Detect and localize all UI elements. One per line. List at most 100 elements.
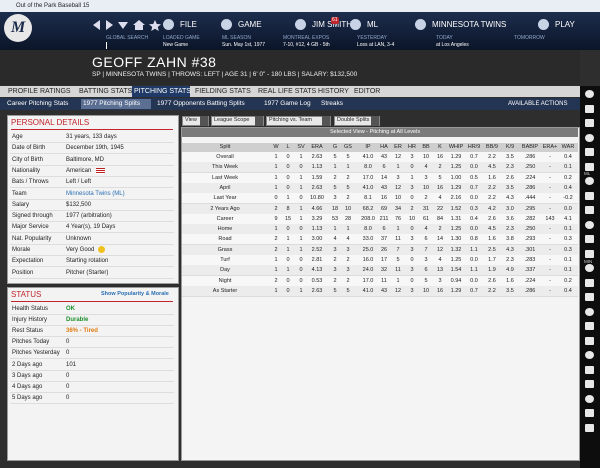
sidebar-icon[interactable] xyxy=(585,220,594,229)
table-cell: 0.0 xyxy=(564,205,572,212)
sidebar-icon[interactable] xyxy=(585,249,594,258)
dropdown[interactable] xyxy=(266,116,331,126)
sidebar-icon[interactable] xyxy=(585,264,594,272)
sidebar-icon[interactable] xyxy=(585,133,594,142)
sidebar-icon[interactable] xyxy=(585,394,594,403)
table-cell: - xyxy=(549,277,551,284)
table-cell: 1.31 xyxy=(450,215,462,222)
status-link[interactable]: Show Popularity & Morale xyxy=(101,291,169,297)
tab-label[interactable]: RATINGS xyxy=(40,88,71,95)
menu-item[interactable]: ML xyxy=(367,20,379,29)
table-cell: 26 xyxy=(380,246,388,253)
subtab[interactable]: 1977 Opponents Batting Splits xyxy=(157,100,245,107)
menu-item[interactable]: JIM SMITH xyxy=(312,20,352,29)
sidebar-icon[interactable] xyxy=(585,293,594,301)
tab-label[interactable]: FIELDING STATS xyxy=(195,88,251,95)
sidebar-icon[interactable] xyxy=(585,380,594,388)
star-icon[interactable] xyxy=(149,20,161,31)
menu-icon[interactable] xyxy=(221,19,232,30)
actions[interactable]: AVAILABLE ACTIONS xyxy=(508,101,568,107)
table-cell: 6 xyxy=(382,164,386,171)
dropdown-label[interactable]: League Scope xyxy=(214,117,250,123)
tab-label[interactable]: EDITOR xyxy=(354,88,381,95)
tab-label[interactable]: BATTING STATS xyxy=(79,88,133,95)
dropdown[interactable] xyxy=(182,116,209,126)
subtab[interactable]: Streaks xyxy=(321,100,344,107)
sidebar-icon[interactable] xyxy=(585,235,594,243)
table-cell: 25.0 xyxy=(362,246,374,253)
table-cell: 0 xyxy=(299,226,303,233)
menu-icon[interactable] xyxy=(295,19,306,30)
table-cell: .444 xyxy=(524,195,536,202)
dropdown[interactable] xyxy=(334,116,380,126)
sidebar-icon[interactable] xyxy=(585,409,594,417)
sidebar-icon[interactable] xyxy=(585,90,594,98)
tab-label[interactable]: PROFILE xyxy=(8,88,38,95)
dropdown-label[interactable]: Double Splits xyxy=(337,117,370,123)
sidebar-icon[interactable] xyxy=(585,307,594,316)
menu-item[interactable]: PLAY xyxy=(555,20,575,29)
sidebar-icon[interactable] xyxy=(585,148,594,156)
sidebar-icon[interactable] xyxy=(585,191,594,200)
dropdown-arrow[interactable] xyxy=(371,116,379,126)
field-value: 0 xyxy=(66,383,70,390)
sidebar-icon[interactable] xyxy=(585,336,594,345)
table-cell: 2.2 xyxy=(488,287,496,294)
tab-label[interactable]: HISTORY xyxy=(318,88,349,95)
table-cell: 1.1 xyxy=(470,246,478,253)
menu-icon[interactable] xyxy=(538,19,549,30)
table-cell: 1.25 xyxy=(450,226,462,233)
dropdown-label[interactable]: View xyxy=(185,117,197,123)
field-value: Baltimore, MD xyxy=(66,156,105,163)
nav-icons xyxy=(93,20,161,31)
table-cell: 2 xyxy=(333,277,337,284)
back-icon[interactable] xyxy=(93,20,100,30)
tab-label[interactable]: PITCHING STATS xyxy=(134,88,191,95)
table-cell: 41.0 xyxy=(362,154,374,160)
tab[interactable] xyxy=(132,86,190,97)
sidebar-icon[interactable] xyxy=(585,322,594,330)
sidebar-icon[interactable] xyxy=(585,423,594,432)
table-cell: 3 xyxy=(346,267,350,274)
dropdown[interactable] xyxy=(211,116,264,126)
table-cell: 3 xyxy=(424,174,428,181)
dropdown-arrow[interactable] xyxy=(322,116,330,126)
table-cell: - xyxy=(549,164,551,171)
column-header: G xyxy=(332,144,338,150)
dropdown-arrow[interactable] xyxy=(255,116,263,126)
sidebar-icon[interactable] xyxy=(585,365,594,374)
column-header: BB xyxy=(422,144,430,150)
sidebar-icon[interactable] xyxy=(585,104,594,113)
subtab[interactable]: Career Pitching Stats xyxy=(7,100,69,107)
menu-icon[interactable] xyxy=(350,19,361,30)
sidebar-icon[interactable] xyxy=(585,278,594,287)
forward-icon[interactable] xyxy=(106,20,113,30)
info-value: 7-10, #12, 4 GB - 5th xyxy=(283,42,330,48)
logo[interactable] xyxy=(4,14,32,42)
menu-item[interactable]: GAME xyxy=(238,20,262,29)
sidebar-icon[interactable] xyxy=(585,177,594,185)
table-cell: 1 xyxy=(299,184,303,191)
table-cell: 0.8 xyxy=(470,236,478,243)
field-value: American xyxy=(66,167,92,174)
column-header: SV xyxy=(297,144,305,150)
sidebar-icon[interactable] xyxy=(585,119,594,127)
sidebar-icon[interactable] xyxy=(585,162,594,171)
table-cell: 2 xyxy=(274,205,278,212)
menu-item[interactable]: MINNESOTA TWINS xyxy=(432,20,507,29)
menu-icon[interactable] xyxy=(118,22,128,29)
home-icon[interactable] xyxy=(133,20,145,30)
field-value[interactable]: Minnesota Twins (ML) xyxy=(66,190,125,197)
menu-icon[interactable] xyxy=(415,19,426,30)
table-cell: 0.1 xyxy=(564,267,572,274)
sidebar-icon[interactable] xyxy=(585,206,594,214)
dropdown-arrow[interactable] xyxy=(200,116,208,126)
table-cell: 3 xyxy=(410,287,414,294)
menu-item[interactable]: FILE xyxy=(180,20,197,29)
subtab[interactable]: 1977 Game Log xyxy=(264,100,311,107)
menu-icon[interactable] xyxy=(163,19,174,30)
tab-label[interactable]: REAL LIFE STATS xyxy=(258,88,317,95)
subtab[interactable]: 1977 Pitching Splits xyxy=(83,100,141,107)
sidebar-icon[interactable] xyxy=(585,351,594,359)
dropdown-label[interactable]: Pitching vs. Team xyxy=(269,117,313,123)
